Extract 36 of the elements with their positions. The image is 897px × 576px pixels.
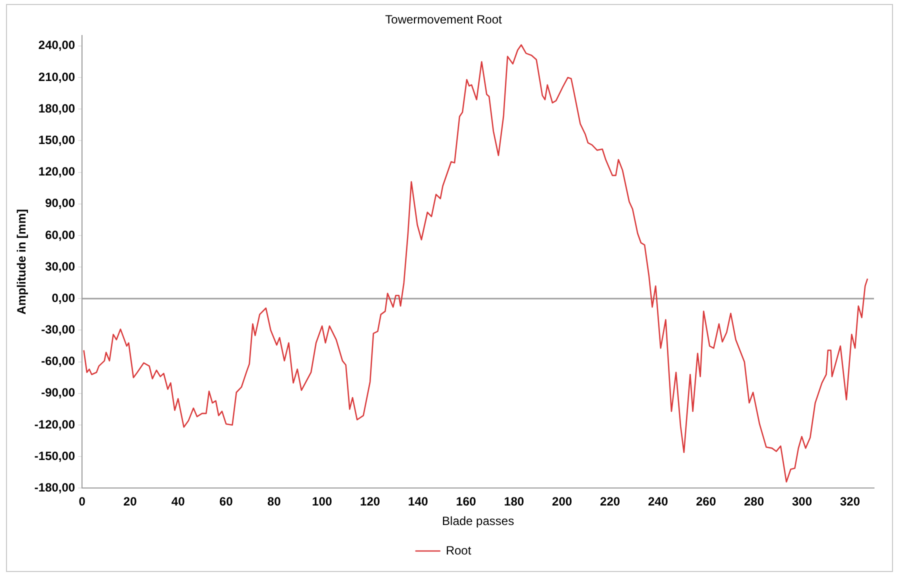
y-tick-label: 90,00 (45, 196, 76, 210)
x-tick-label: 100 (312, 494, 332, 509)
y-tick-label: -90,00 (41, 386, 76, 400)
x-tick-label: 320 (840, 494, 860, 509)
y-tick-label: -120,00 (34, 417, 76, 432)
x-tick-label: 120 (360, 494, 380, 509)
y-tick-label: -180,00 (34, 480, 76, 495)
y-tick-label: 180,00 (38, 101, 76, 116)
x-tick-label: 300 (792, 494, 812, 509)
y-tick-label: 60,00 (45, 228, 76, 242)
x-tick-label: 20 (123, 494, 138, 509)
y-tick-label: 30,00 (45, 259, 76, 274)
x-tick-label: 260 (696, 494, 716, 509)
y-tick-label: 240,00 (38, 38, 76, 52)
x-tick-label: 80 (267, 494, 282, 509)
x-tick-label: 280 (744, 494, 764, 509)
x-tick-label: 40 (171, 494, 186, 509)
x-tick-label: 160 (456, 494, 476, 509)
x-tick-label: 220 (600, 494, 620, 509)
y-tick-label: -60,00 (41, 354, 76, 368)
y-tick-label: -150,00 (34, 448, 76, 463)
y-tick-label: 120,00 (38, 164, 76, 179)
y-tick-label: -30,00 (41, 322, 76, 337)
x-tick-label: 240 (648, 494, 668, 509)
y-tick-label: 150,00 (38, 133, 76, 148)
x-tick-label: 0 (78, 494, 86, 509)
x-axis-title: Blade passes (442, 514, 514, 528)
chart-title: Towermovement Root (385, 12, 503, 27)
x-tick-label: 140 (408, 494, 428, 509)
y-axis-title: Amplitude in [mm] (14, 209, 29, 314)
y-tick-label: 210,00 (38, 70, 76, 84)
legend-label: Root (446, 543, 472, 558)
x-tick-label: 180 (504, 494, 524, 509)
x-tick-label: 60 (219, 494, 234, 509)
x-tick-label: 200 (552, 494, 572, 509)
y-tick-label: 0,00 (52, 290, 76, 305)
